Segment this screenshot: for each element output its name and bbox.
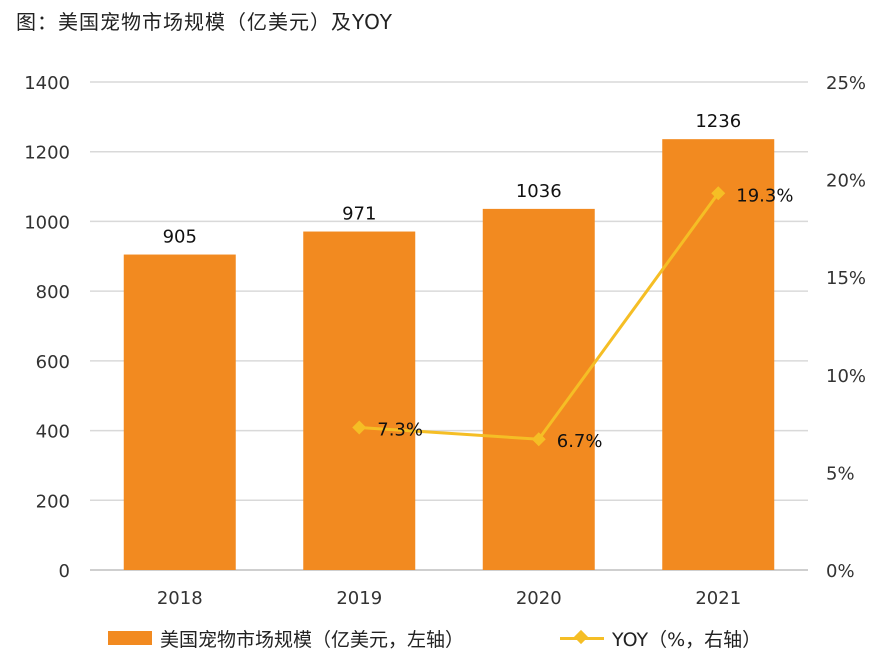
- y-left-tick-label: 400: [36, 422, 70, 443]
- x-tick-label: 2021: [695, 588, 741, 609]
- legend-line-label: YOY（%，右轴）: [612, 628, 762, 651]
- bar: [482, 208, 595, 570]
- y-right-tick-label: 0%: [826, 561, 855, 582]
- chart-legend: 美国宠物市场规模（亿美元，左轴） YOY（%，右轴）: [0, 620, 884, 656]
- y-right-tick-label: 25%: [826, 73, 866, 94]
- yoy-data-label: 19.3%: [736, 185, 793, 206]
- y-left-tick-label: 200: [36, 491, 70, 512]
- legend-item-line: YOY（%，右轴）: [560, 620, 761, 656]
- y-right-tick-label: 15%: [826, 268, 866, 289]
- bar: [123, 254, 236, 571]
- x-tick-label: 2019: [336, 588, 382, 609]
- y-right-tick-label: 20%: [826, 171, 866, 192]
- yoy-point: [531, 432, 546, 447]
- bar: [662, 139, 775, 570]
- bar-data-label: 1236: [695, 111, 741, 132]
- yoy-point: [352, 420, 367, 435]
- y-left-tick-label: 1200: [24, 143, 70, 164]
- y-left-tick-label: 1400: [24, 73, 70, 94]
- legend-bar-swatch: [108, 631, 152, 645]
- y-left-tick-label: 600: [36, 352, 70, 373]
- y-left-tick-label: 0: [59, 561, 70, 582]
- legend-item-bar: 美国宠物市场规模（亿美元，左轴）: [108, 620, 464, 656]
- yoy-data-label: 6.7%: [557, 431, 603, 452]
- chart-plot: 0 200 400 600 800 1000 1200 1400 0% 5% 10% 15% 20% 25…: [24, 73, 866, 609]
- y-left-tick-label: 800: [36, 282, 70, 303]
- y-right-tick-label: 10%: [826, 366, 866, 387]
- bar: [303, 231, 416, 570]
- x-tick-label: 2020: [516, 588, 562, 609]
- bar-data-label: 971: [342, 204, 376, 225]
- chart-title: 图：美国宠物市场规模（亿美元）及YOY: [16, 10, 393, 34]
- y-left-tick-label: 1000: [24, 212, 70, 233]
- bar-data-label: 905: [163, 227, 197, 248]
- y-right-tick-label: 5%: [826, 463, 855, 484]
- bar-data-label: 1036: [516, 181, 562, 202]
- yoy-point: [711, 186, 726, 201]
- x-tick-label: 2018: [157, 588, 203, 609]
- legend-line-swatch: [560, 629, 604, 645]
- yoy-data-label: 7.3%: [377, 420, 423, 441]
- legend-bar-label: 美国宠物市场规模（亿美元，左轴）: [160, 628, 465, 651]
